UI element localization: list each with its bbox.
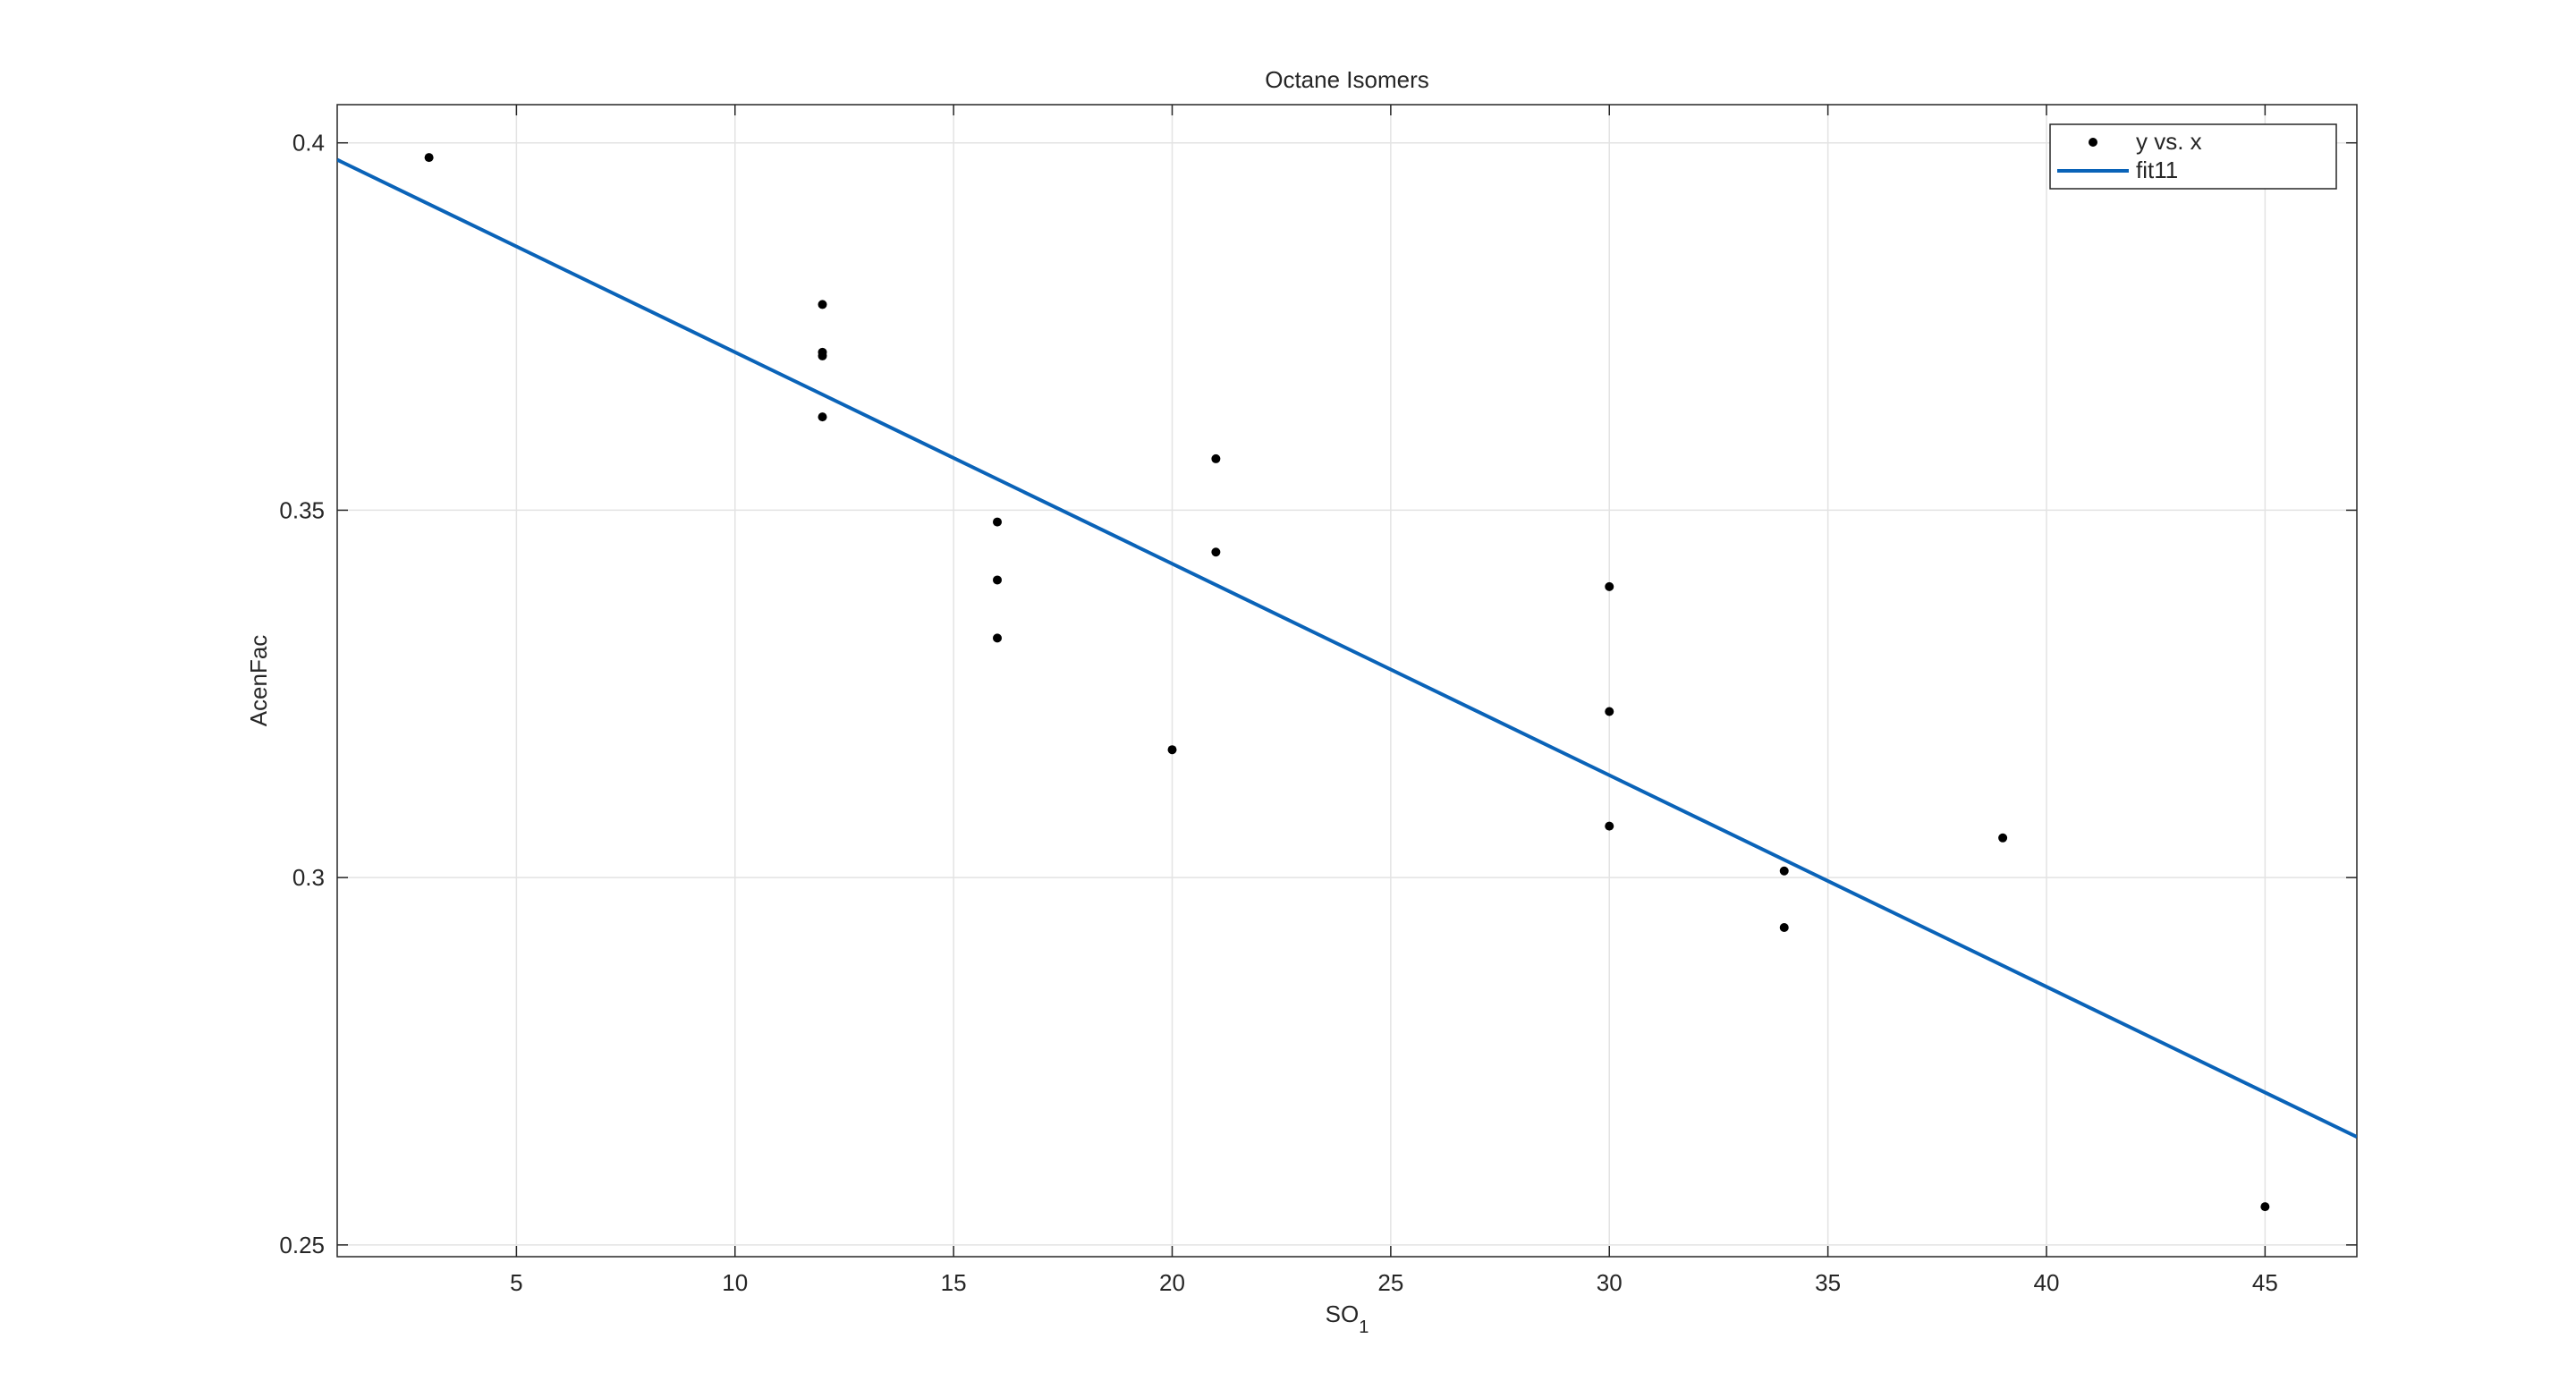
data-point bbox=[1779, 866, 1789, 876]
x-tick-label: 30 bbox=[1597, 1269, 1623, 1296]
x-tick-label: 35 bbox=[1815, 1269, 1841, 1296]
data-point bbox=[1998, 833, 2008, 843]
data-point bbox=[993, 575, 1003, 585]
x-tick-label: 20 bbox=[1159, 1269, 1185, 1296]
legend-label: fit11 bbox=[2136, 157, 2178, 183]
y-axis-label: AcenFac bbox=[245, 635, 272, 727]
data-point bbox=[1211, 453, 1221, 463]
x-tick-label: 15 bbox=[941, 1269, 967, 1296]
x-tick-label: 45 bbox=[2252, 1269, 2278, 1296]
legend-marker bbox=[2089, 138, 2097, 147]
data-point bbox=[993, 517, 1003, 527]
data-point bbox=[1211, 547, 1221, 557]
x-tick-label: 10 bbox=[722, 1269, 748, 1296]
legend-label: y vs. x bbox=[2136, 128, 2202, 155]
data-point bbox=[818, 351, 827, 360]
data-point bbox=[1605, 707, 1614, 716]
axes-box bbox=[336, 104, 2358, 1258]
y-tick-label: 0.3 bbox=[292, 864, 325, 891]
data-point bbox=[1779, 923, 1789, 932]
x-axis-label-main: SO bbox=[1326, 1301, 1360, 1327]
x-axis-label-subscript: 1 bbox=[1359, 1318, 1368, 1337]
data-point bbox=[1605, 821, 1614, 831]
x-tick-label: 25 bbox=[1377, 1269, 1403, 1296]
data-point bbox=[993, 633, 1003, 643]
data-point bbox=[818, 412, 827, 422]
y-tick-label: 0.25 bbox=[279, 1232, 325, 1258]
legend-box bbox=[2049, 123, 2337, 190]
data-point bbox=[1605, 581, 1614, 591]
x-axis-label: SO1 bbox=[1326, 1301, 1369, 1337]
chart-title: Octane Isomers bbox=[1265, 66, 1429, 93]
data-point bbox=[424, 153, 434, 163]
x-tick-label: 40 bbox=[2034, 1269, 2060, 1296]
y-tick-label: 0.4 bbox=[292, 130, 325, 157]
data-point bbox=[818, 300, 827, 309]
x-tick-label: 5 bbox=[510, 1269, 522, 1296]
fit-line bbox=[337, 157, 2357, 1139]
data-point bbox=[1167, 745, 1177, 755]
data-point bbox=[2260, 1202, 2270, 1212]
y-tick-label: 0.35 bbox=[279, 496, 325, 523]
